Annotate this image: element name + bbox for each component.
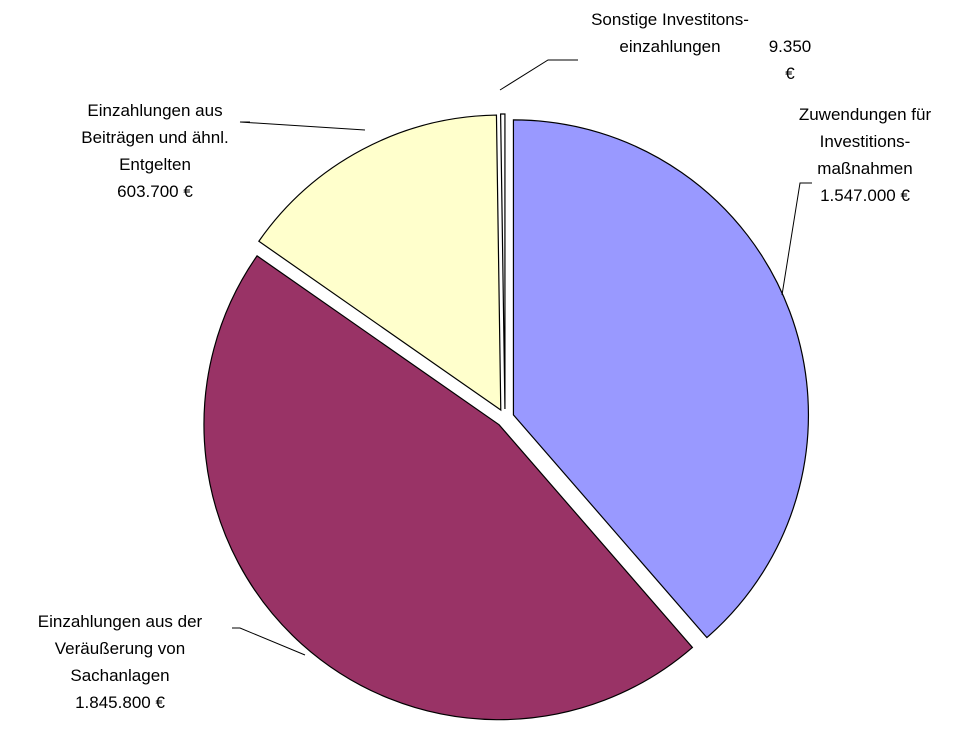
pie-slice: [499, 113, 506, 410]
slice-label: Einzahlungen aus der Veräußerung von Sac…: [37, 612, 203, 685]
pie-slice: [512, 119, 810, 639]
leader-line: [239, 121, 366, 131]
value-label: 1.547.000 €: [820, 186, 910, 205]
slice-label: Einzahlungen aus Beiträgen und ähnl. Ent…: [81, 101, 229, 174]
slice-label: Sonstige Investitons- einzahlungen: [591, 10, 749, 56]
value-label: 603.700 €: [117, 182, 193, 201]
slice-label: Zuwendungen für Investitions- maßnahmen: [798, 105, 932, 178]
pie-slice: [258, 114, 502, 412]
pie-slice: [203, 255, 694, 721]
leader-line: [499, 59, 578, 91]
leader-line: [781, 182, 812, 296]
value-label: 1.845.800 €: [75, 693, 165, 712]
value-label: 9.350 €: [768, 37, 812, 83]
leader-line: [232, 627, 306, 656]
